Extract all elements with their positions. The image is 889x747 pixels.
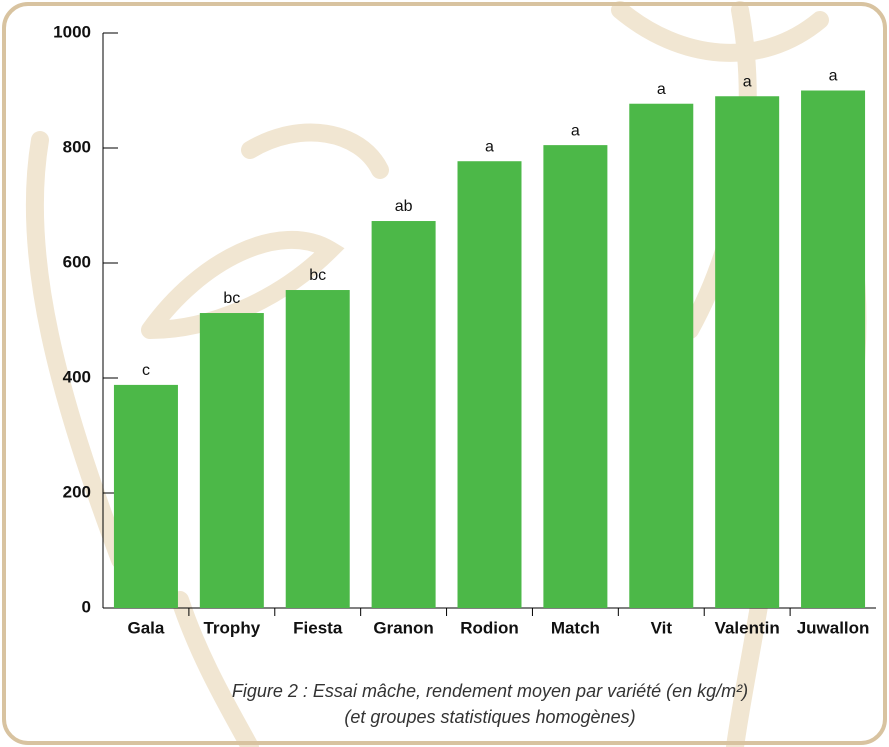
bar	[543, 145, 607, 608]
group-label: ab	[395, 198, 413, 215]
x-tick-label: Match	[551, 618, 600, 637]
chart-subtitle: (et groupes statistiques homogènes)	[344, 707, 635, 727]
y-tick-label: 400	[63, 367, 91, 386]
y-tick-label: 1000	[53, 22, 91, 41]
group-label: bc	[223, 290, 240, 307]
bar	[286, 290, 350, 608]
x-tick-label: Fiesta	[293, 618, 343, 637]
bar	[114, 385, 178, 608]
x-tick-label: Trophy	[203, 618, 260, 637]
bar	[372, 221, 436, 608]
chart: Figure 2 : Essai mâche, rendement moyen …	[0, 0, 889, 747]
x-tick-label: Juwallon	[797, 618, 870, 637]
x-tick-label: Vit	[651, 618, 673, 637]
x-tick-label: Rodion	[460, 618, 519, 637]
group-label: a	[743, 73, 752, 90]
bar	[801, 91, 865, 609]
group-label: a	[657, 81, 666, 98]
y-tick-label: 200	[63, 482, 91, 501]
group-label: bc	[309, 267, 326, 284]
y-tick-label: 600	[63, 252, 91, 271]
page: Figure 2 : Essai mâche, rendement moyen …	[0, 0, 889, 747]
x-tick-label: Gala	[128, 618, 165, 637]
x-tick-label: Granon	[373, 618, 433, 637]
x-tick-label: Valentin	[715, 618, 780, 637]
group-label: a	[485, 138, 494, 155]
group-label: a	[571, 122, 580, 139]
group-label: a	[829, 68, 838, 85]
bar	[715, 96, 779, 608]
chart-title: Figure 2 : Essai mâche, rendement moyen …	[232, 681, 748, 701]
bar	[629, 104, 693, 608]
group-label: c	[142, 362, 150, 379]
bar	[200, 313, 264, 608]
y-tick-label: 0	[82, 597, 91, 616]
bar	[458, 161, 522, 608]
y-tick-label: 800	[63, 137, 91, 156]
